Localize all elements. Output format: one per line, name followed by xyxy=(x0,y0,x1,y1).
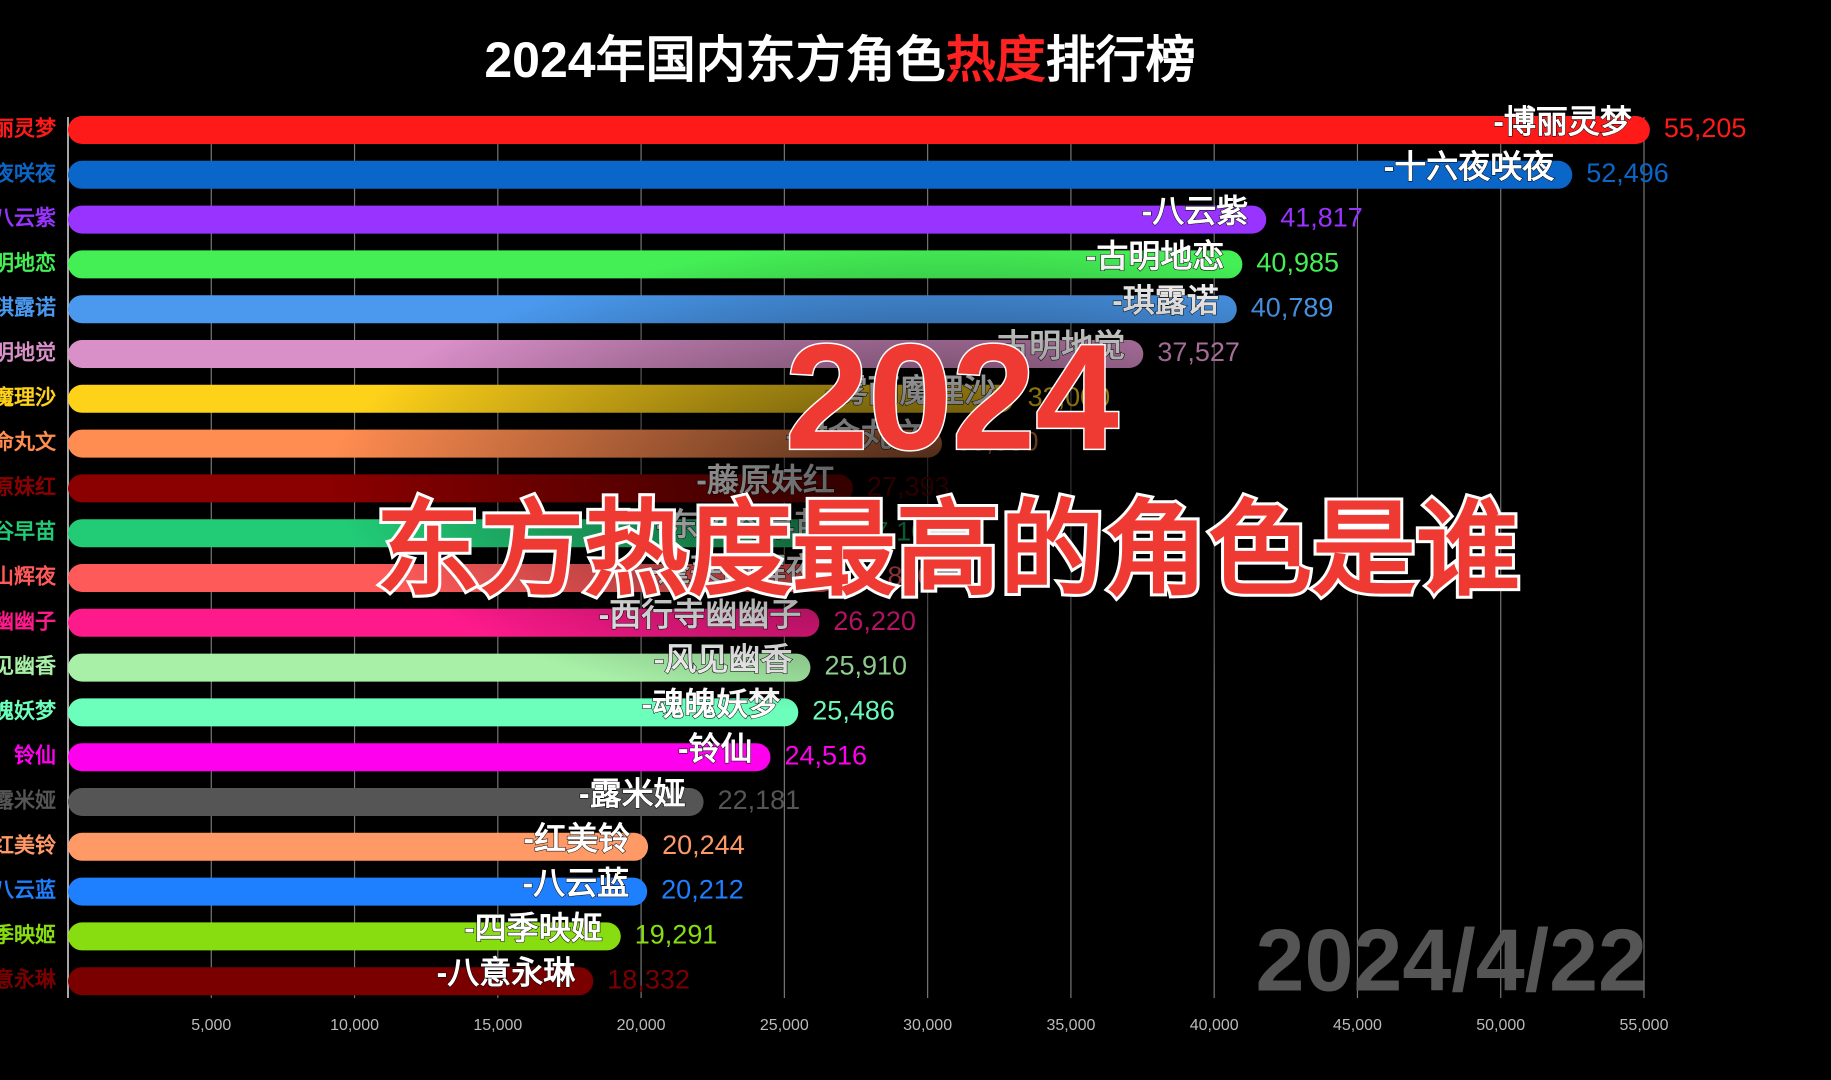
x-tick-label: 10,000 xyxy=(330,1017,379,1034)
x-tick-label: 50,000 xyxy=(1476,1017,1525,1034)
y-tick-label: 东风谷早苗 xyxy=(0,520,56,544)
bar xyxy=(68,205,1267,234)
y-tick-label: 藤原妹红 xyxy=(0,475,56,499)
x-tick-label: 15,000 xyxy=(473,1017,522,1034)
bar xyxy=(68,116,1650,144)
value-label: 55,205 xyxy=(1664,113,1747,143)
y-tick-label: 古明地觉 xyxy=(0,341,56,365)
y-tick-label: 四季映姬 xyxy=(0,923,56,947)
y-tick-label: 雾雨魔理沙 xyxy=(0,385,56,409)
title-part: 排行榜 xyxy=(1046,32,1196,88)
value-label: 19,291 xyxy=(635,920,718,950)
y-tick-label: 铃仙 xyxy=(14,744,56,768)
y-tick-label: 博丽灵梦 xyxy=(0,117,57,141)
x-tick-label: 30,000 xyxy=(903,1017,952,1034)
bar-label: -八云蓝 xyxy=(522,865,629,901)
date-label: 2024/4/22 xyxy=(1256,910,1648,1009)
x-tick-label: 25,000 xyxy=(760,1017,809,1034)
bar-label: -四季映姬 xyxy=(464,910,603,946)
x-tick-label: 45,000 xyxy=(1333,1017,1382,1034)
value-label: 20,212 xyxy=(661,875,744,905)
bar xyxy=(68,922,621,951)
title-part: 2024年国内东方角色 xyxy=(484,32,945,88)
y-tick-label: 八云蓝 xyxy=(0,879,56,902)
bar-label: -十六夜咲夜 xyxy=(1384,148,1556,184)
bar xyxy=(68,743,771,772)
value-label: 40,985 xyxy=(1256,248,1339,278)
x-tick-label: 55,000 xyxy=(1620,1017,1669,1034)
x-tick-label: 35,000 xyxy=(1046,1017,1095,1034)
bar xyxy=(68,788,704,816)
bar-label: -红美铃 xyxy=(523,820,630,856)
title-highlight: 热度 xyxy=(946,32,1046,88)
y-tick-label: 露米娅 xyxy=(0,789,56,813)
bar-label: -八意永琳 xyxy=(437,955,577,991)
y-tick-label: 十六夜咲夜 xyxy=(0,161,57,185)
x-tick-label: 40,000 xyxy=(1190,1017,1239,1034)
overlay-title: 2024 xyxy=(785,313,1119,481)
bar-label: -铃仙 xyxy=(678,731,753,767)
y-tick-label: 古明地恋 xyxy=(0,251,56,275)
x-tick-label: 20,000 xyxy=(617,1017,666,1034)
overlay-shade xyxy=(330,240,1570,720)
bar xyxy=(68,832,649,861)
value-label: 20,244 xyxy=(662,830,745,860)
bar xyxy=(68,877,648,906)
bar-label: -八云紫 xyxy=(1142,193,1249,229)
y-tick-label: 琪露诺 xyxy=(0,296,56,320)
y-tick-label: 西行寺幽幽子 xyxy=(0,609,56,633)
value-label: 18,332 xyxy=(607,964,690,994)
bar xyxy=(68,698,799,727)
value-label: 41,817 xyxy=(1280,203,1363,233)
overlay-subtitle: 东方热度最高的角色是谁 xyxy=(376,492,1520,608)
y-tick-label: 蓬莱山辉夜 xyxy=(0,565,57,589)
chart-title: 2024年国内东方角色热度排行榜 xyxy=(484,32,1195,88)
bar xyxy=(68,160,1573,189)
y-tick-label: 射命丸文 xyxy=(0,430,57,454)
value-label: 52,496 xyxy=(1586,158,1669,188)
value-label: 22,181 xyxy=(718,785,801,815)
y-tick-label: 八云紫 xyxy=(0,207,56,230)
bar xyxy=(68,967,594,996)
value-label: 24,516 xyxy=(784,740,867,770)
bar-label: -博丽灵梦 xyxy=(1493,103,1632,139)
y-tick-label: 魂魄妖梦 xyxy=(0,699,57,723)
y-tick-label: 红美铃 xyxy=(0,833,56,857)
bar-label: -露米娅 xyxy=(579,775,686,811)
y-tick-label: 风见幽香 xyxy=(0,655,57,678)
y-tick-label: 八意永琳 xyxy=(0,968,57,992)
x-tick-label: 5,000 xyxy=(191,1017,231,1034)
